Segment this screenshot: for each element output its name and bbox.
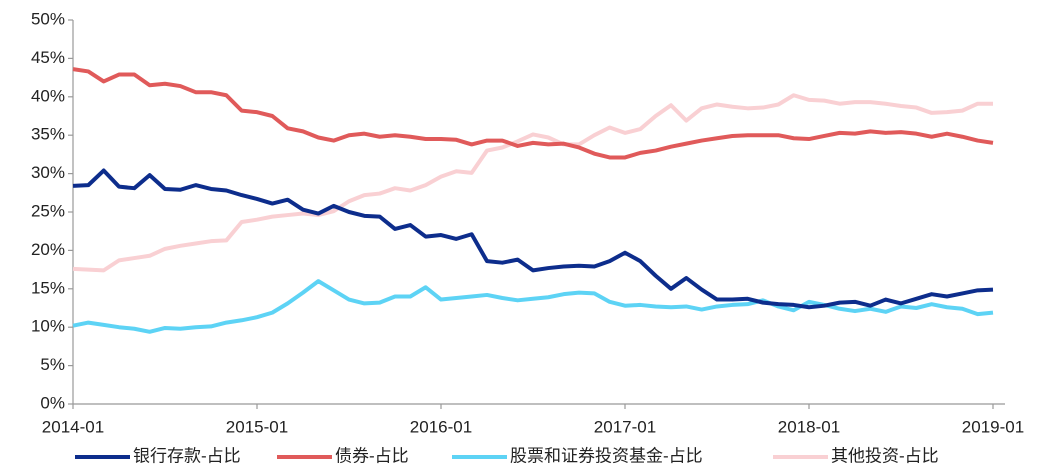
x-tick-label: 2017-01 [594,417,656,436]
y-tick-label: 10% [31,317,65,336]
series-line [72,93,993,273]
series-line [72,67,994,160]
y-tick-label: 15% [31,278,65,297]
y-tick-label: 50% [31,9,65,28]
y-tick-label: 30% [31,163,65,182]
x-tick-label: 2015-01 [226,417,288,436]
y-tick-label: 0% [40,393,65,412]
legend-label: 银行存款-占比 [133,446,241,465]
y-tick-label: 35% [31,125,65,144]
x-tick-label: 2018-01 [778,417,840,436]
y-tick-label: 20% [31,240,65,259]
legend-label: 其他投资-占比 [831,446,939,465]
y-tick-label: 5% [40,355,65,374]
y-tick-label: 40% [31,86,65,105]
x-tick-label: 2014-01 [42,417,104,436]
legend-label: 债券-占比 [335,446,409,465]
y-tick-label: 25% [31,201,65,220]
y-tick-label: 45% [31,48,65,67]
legend-label: 股票和证券投资基金-占比 [510,446,703,465]
x-tick-label: 2016-01 [410,417,472,436]
series-line [72,168,994,310]
x-tick-label: 2019-01 [962,417,1024,436]
series-line [72,279,994,334]
